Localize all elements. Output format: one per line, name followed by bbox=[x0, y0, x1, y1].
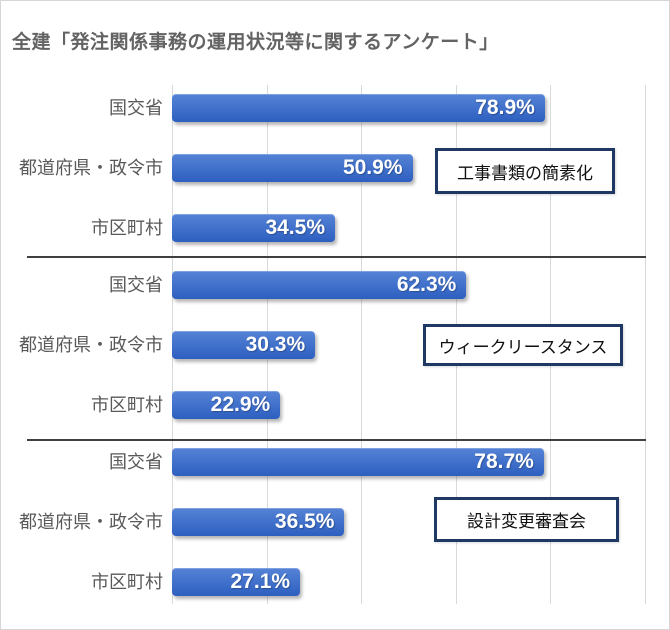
category-label: 市区町村 bbox=[91, 572, 163, 592]
category-label: 都道府県・政令市 bbox=[19, 335, 163, 355]
bar: 62.3% bbox=[172, 271, 467, 299]
bar: 34.5% bbox=[172, 214, 335, 242]
bar: 22.9% bbox=[172, 391, 281, 419]
annotation-box: ウィークリースタンス bbox=[423, 324, 623, 366]
category-label: 国交省 bbox=[109, 452, 163, 472]
group-separator bbox=[27, 439, 646, 441]
bar-value-label: 22.9% bbox=[210, 393, 271, 416]
bar-value-label: 30.3% bbox=[245, 333, 306, 356]
annotation-label: 工事書類の簡素化 bbox=[457, 163, 593, 183]
bar-value-label: 27.1% bbox=[230, 570, 291, 593]
bar: 78.9% bbox=[172, 94, 545, 122]
category-label: 市区町村 bbox=[91, 395, 163, 415]
bar: 50.9% bbox=[172, 154, 413, 182]
category-label: 国交省 bbox=[109, 98, 163, 118]
chart-title: 全建「発注関係事務の運用状況等に関するアンケート」 bbox=[12, 32, 499, 53]
gridline bbox=[361, 85, 362, 604]
bar-value-label: 36.5% bbox=[274, 510, 335, 533]
bar: 30.3% bbox=[172, 331, 316, 359]
gridline bbox=[644, 85, 646, 604]
bar-value-label: 34.5% bbox=[265, 216, 325, 239]
category-label: 国交省 bbox=[109, 275, 163, 295]
category-label: 市区町村 bbox=[91, 218, 163, 238]
category-label: 都道府県・政令市 bbox=[19, 512, 163, 532]
bar: 27.1% bbox=[172, 568, 301, 596]
group-separator bbox=[27, 256, 646, 258]
bar: 78.7% bbox=[172, 448, 544, 476]
annotation-box: 設計変更審査会 bbox=[434, 497, 619, 542]
bar: 36.5% bbox=[172, 508, 345, 536]
annotation-label: ウィークリースタンス bbox=[438, 337, 608, 357]
bar-value-label: 62.3% bbox=[396, 273, 457, 296]
annotation-box: 工事書類の簡素化 bbox=[435, 148, 615, 194]
category-label: 都道府県・政令市 bbox=[19, 158, 163, 178]
annotation-label: 設計変更審査会 bbox=[467, 512, 586, 531]
bar-value-label: 50.9% bbox=[342, 156, 403, 179]
bar-value-label: 78.7% bbox=[474, 450, 534, 473]
bar-value-label: 78.9% bbox=[475, 96, 535, 119]
